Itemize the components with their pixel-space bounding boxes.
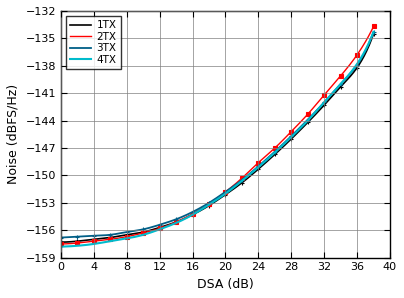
Legend: 1TX, 2TX, 3TX, 4TX: 1TX, 2TX, 3TX, 4TX [66,16,120,69]
4TX [371,30,376,34]
Line: 3TX: 3TX [61,32,374,238]
4TX [315,108,320,112]
3TX [315,108,320,112]
1TX [364,49,369,53]
Line: 2TX: 2TX [61,27,374,244]
1TX [228,189,233,193]
4TX [244,175,249,179]
2TX [244,172,249,175]
1TX [208,203,213,207]
2TX [207,202,212,205]
4TX [228,188,233,192]
1TX [210,202,215,206]
2TX [59,242,63,246]
2TX [364,39,368,43]
3TX [59,236,63,239]
Y-axis label: Noise (dBFS/Hz): Noise (dBFS/Hz) [7,84,20,184]
2TX [228,187,233,190]
3TX [209,200,214,203]
1TX [59,240,64,244]
1TX [59,240,63,244]
3TX [244,174,249,178]
2TX [371,25,376,28]
X-axis label: DSA (dB): DSA (dB) [197,278,254,291]
3TX [371,30,376,34]
3TX [207,201,212,204]
2TX [209,201,214,204]
4TX [59,245,63,249]
4TX [364,47,368,51]
4TX [209,201,214,205]
1TX [316,110,320,114]
1TX [371,32,376,35]
Line: 1TX: 1TX [61,34,374,242]
3TX [364,48,368,52]
3TX [228,187,233,190]
1TX [245,176,250,180]
2TX [315,102,320,105]
4TX [207,203,212,206]
Line: 4TX: 4TX [61,32,374,247]
